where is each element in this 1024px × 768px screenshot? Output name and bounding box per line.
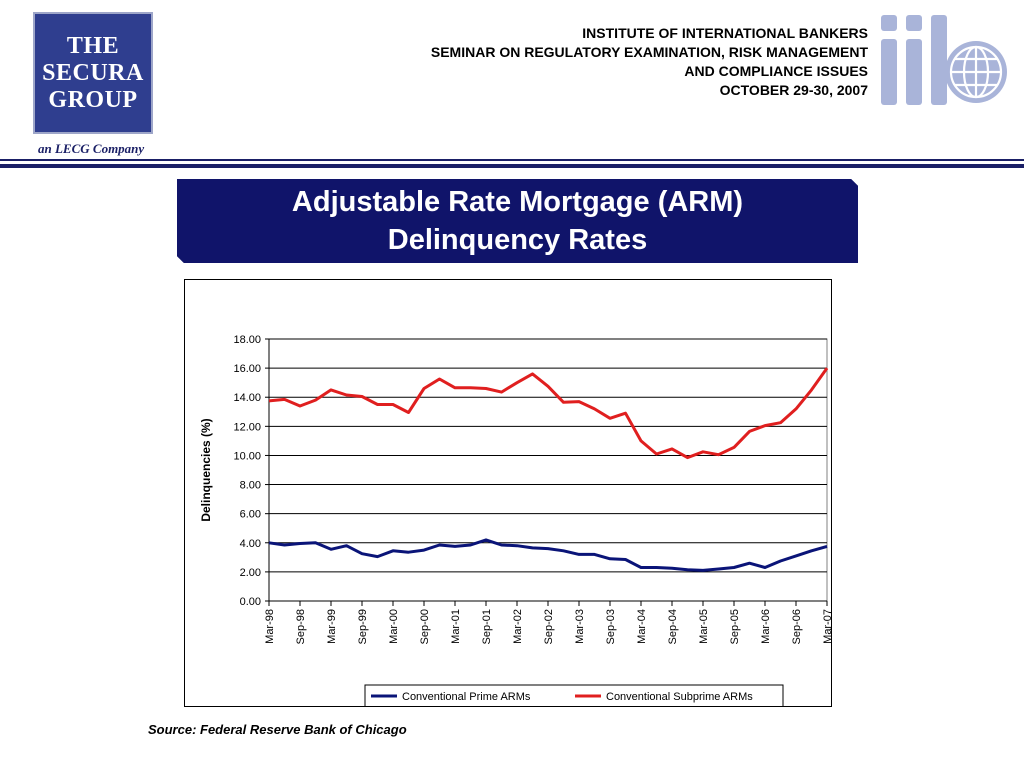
x-tick-label: Mar-02 <box>512 609 524 644</box>
seminar-header: INSTITUTE OF INTERNATIONAL BANKERS SEMIN… <box>431 24 868 100</box>
x-tick-label: Sep-03 <box>605 609 617 644</box>
x-tick-label: Sep-04 <box>667 609 679 644</box>
secura-group-logo: THE SECURA GROUP <box>33 12 153 134</box>
x-tick-label: Mar-07 <box>822 609 831 644</box>
header-line-3: AND COMPLIANCE ISSUES <box>684 63 868 79</box>
header-line-2: SEMINAR ON REGULATORY EXAMINATION, RISK … <box>430 44 868 60</box>
chart-frame: 0.00 2.00 4.00 6.00 8.00 10.00 12.00 14.00 16.00… <box>184 279 832 707</box>
series-line-prime <box>268 538 828 572</box>
iib-globe-grid <box>949 45 1003 99</box>
x-tick-label: Mar-05 <box>698 609 710 644</box>
series-line-subprime <box>268 367 829 460</box>
plot-area <box>268 338 828 602</box>
y-tick-label: 4.00 <box>240 538 261 550</box>
logo-line-3: GROUP <box>48 86 138 113</box>
legend-label: Conventional Prime ARMs <box>402 691 531 703</box>
x-tick-label: Sep-00 <box>419 609 431 644</box>
y-tick-label: 8.00 <box>240 480 261 492</box>
iib-dot-1 <box>881 15 897 31</box>
y-tick-label: 2.00 <box>240 567 261 579</box>
x-tick-label: Mar-99 <box>326 609 338 644</box>
slide-title: Adjustable Rate Mortgage (ARM) Delinquen… <box>291 186 744 256</box>
x-tick-label: Mar-01 <box>450 609 462 644</box>
x-tick-label: Mar-04 <box>636 609 648 644</box>
y-tick-label: 16.00 <box>233 363 261 375</box>
title-banner: Adjustable Rate Mortgage (ARM) Delinquen… <box>177 179 858 263</box>
company-tagline: an LECG Company <box>38 141 145 156</box>
x-tick-label: Mar-03 <box>574 609 586 644</box>
logo-line-1: THE <box>66 32 120 59</box>
y-tick-label: 14.00 <box>233 392 261 404</box>
x-tick-label: Sep-06 <box>791 609 803 644</box>
iib-dot-2 <box>906 15 922 31</box>
x-tick-label: Mar-00 <box>388 609 400 644</box>
x-tick-label: Sep-98 <box>295 609 307 644</box>
y-tick-label: 6.00 <box>240 509 261 521</box>
legend-label: Conventional Subprime ARMs <box>606 691 753 703</box>
iib-b-stem <box>931 15 947 105</box>
iib-stem-2 <box>906 39 922 105</box>
x-tick-label: Sep-99 <box>357 609 369 644</box>
x-tick-label: Mar-06 <box>760 609 772 644</box>
logo-line-2: SECURA <box>42 59 144 86</box>
iib-stem-1 <box>881 39 897 105</box>
header-rule-thick <box>0 164 1024 168</box>
x-tick-label: Sep-01 <box>481 609 493 644</box>
header-line-4: OCTOBER 29-30, 2007 <box>719 82 868 98</box>
y-tick-label: 12.00 <box>233 421 261 433</box>
y-tick-label: 18.00 <box>233 334 261 346</box>
source-note: Source: Federal Reserve Bank of Chicago <box>148 722 407 737</box>
x-tick-label: Sep-02 <box>543 609 555 644</box>
iib-logo-icon <box>881 15 1007 105</box>
delinquency-line-chart: 0.00 2.00 4.00 6.00 8.00 10.00 12.00 14.00 16.00… <box>199 334 831 706</box>
x-tick-label: Sep-05 <box>729 609 741 644</box>
y-tick-label: 10.00 <box>233 450 261 462</box>
x-tick-label: Mar-98 <box>264 609 276 644</box>
header-line-1: INSTITUTE OF INTERNATIONAL BANKERS <box>582 25 868 41</box>
y-tick-label: 0.00 <box>240 596 261 608</box>
y-axis-label: Delinquencies (%) <box>199 418 213 521</box>
header-rule-thin <box>0 159 1024 161</box>
legend-box <box>364 684 784 706</box>
